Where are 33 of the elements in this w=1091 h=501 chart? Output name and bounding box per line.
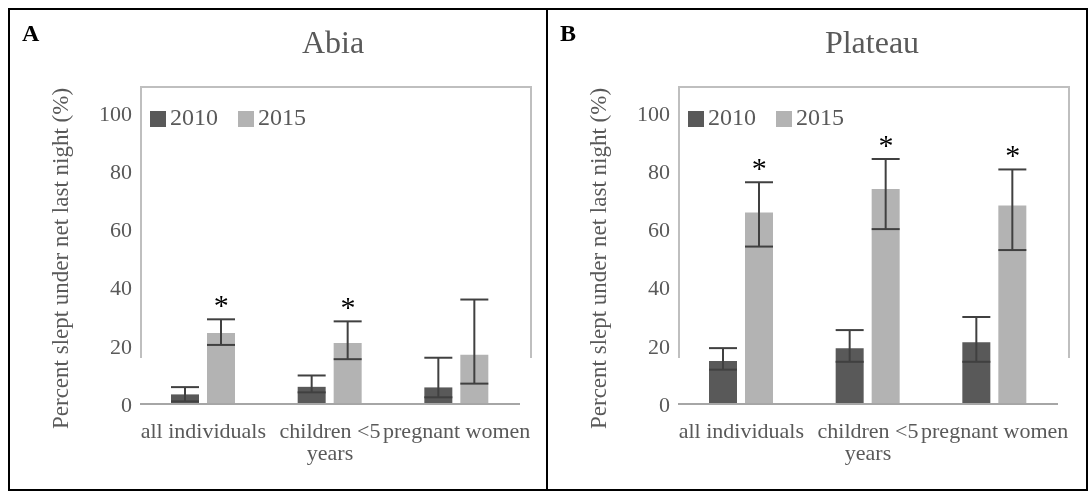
y-tick-label: 40 (110, 275, 132, 301)
y-tick-label: 60 (110, 217, 132, 243)
y-axis-title: Percent slept under net last night (%) (586, 87, 612, 430)
y-tick-label: 100 (99, 100, 132, 126)
legend-label: 2015 (258, 104, 306, 130)
y-tick-label: 100 (637, 100, 670, 126)
annotation: * (751, 151, 767, 185)
legend-label: 2010 (708, 104, 756, 130)
annotation: * (340, 290, 356, 324)
y-tick-label: 0 (659, 391, 670, 417)
y-tick-label: 20 (648, 333, 670, 359)
y-tick-label: 80 (110, 159, 132, 185)
text: B (560, 20, 577, 47)
text: A (22, 20, 40, 47)
y-tick-label: 60 (648, 217, 670, 243)
x-tick-label: pregnant women (383, 417, 531, 443)
x-tick-label: children <5 years (279, 417, 381, 465)
chart-title: Plateau (824, 24, 920, 60)
y-tick-label: 80 (648, 159, 670, 185)
y-tick-label: 0 (121, 391, 132, 417)
annotation: * (213, 288, 229, 322)
y-axis-title: Percent slept under net last night (%) (48, 87, 74, 430)
x-tick-label: pregnant women (921, 417, 1069, 443)
x-tick-label: all individuals (678, 417, 804, 443)
legend-label: 2010 (170, 104, 218, 130)
y-tick-label: 40 (648, 275, 670, 301)
annotation: * (1005, 138, 1021, 172)
y-tick-label: 20 (110, 333, 132, 359)
x-tick-label: children <5 years (817, 417, 919, 465)
chart-title: Abia (301, 24, 365, 60)
annotation: * (878, 127, 894, 161)
legend-label: 2015 (796, 104, 844, 130)
x-tick-label: all individuals (140, 417, 266, 443)
